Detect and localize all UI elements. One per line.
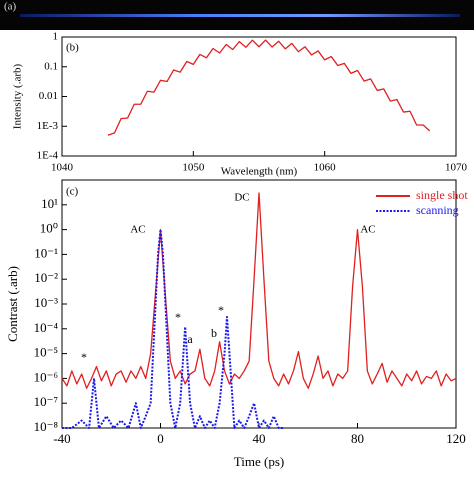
x-tick-label: 1050	[182, 162, 205, 174]
y-tick-label: 1E-3	[37, 120, 59, 132]
x-tick-label: -40	[53, 431, 70, 446]
annotation: *	[218, 303, 224, 317]
y-tick-label: 10⁻¹	[34, 245, 58, 260]
y-tick-label: 10⁻³	[34, 295, 58, 310]
panel-label: (c)	[66, 186, 79, 198]
y-tick-label: 10⁻⁴	[34, 320, 59, 335]
plot-frame	[61, 179, 457, 429]
y-tick-label: 10⁻⁵	[34, 345, 58, 360]
x-tick-label: 1060	[314, 162, 337, 174]
annotation: DC	[234, 192, 249, 204]
x-tick-label: 1070	[445, 162, 468, 174]
y-tick-label: 10⁻⁷	[34, 394, 58, 409]
x-axis-label: Time (ps)	[234, 454, 284, 469]
panel-label: (b)	[66, 42, 79, 54]
y-tick-label: 0.1	[44, 60, 58, 72]
y-tick-label: 1E-4	[37, 150, 59, 162]
plot-frame	[61, 36, 457, 157]
legend-label: single shot	[416, 188, 468, 202]
annotation: AC	[130, 224, 145, 236]
annotation: b	[211, 326, 217, 340]
x-tick-label: 80	[351, 431, 364, 446]
y-tick-label: 0.01	[39, 90, 58, 102]
y-tick-label: 10¹	[41, 196, 58, 211]
y-tick-label: 10⁻²	[34, 270, 58, 285]
annotation: a	[187, 332, 193, 346]
x-tick-label: 1040	[51, 162, 74, 174]
x-tick-label: 40	[253, 431, 266, 446]
y-tick-label: 10⁻⁸	[34, 419, 59, 434]
data-line	[107, 39, 431, 136]
y-tick-label: 10⁰	[40, 221, 58, 236]
x-tick-label: 120	[446, 431, 466, 446]
beam-trace	[20, 14, 460, 17]
y-tick-label: 10⁻⁶	[34, 369, 58, 384]
annotation: *	[175, 310, 181, 324]
data-line	[61, 192, 457, 389]
data-line	[62, 228, 284, 429]
x-axis-label: Wavelength (nm)	[221, 166, 298, 178]
panel-label: (a)	[4, 1, 17, 13]
x-tick-label: 0	[157, 431, 164, 446]
y-axis-label: Intensity (.arb)	[12, 63, 24, 129]
annotation: AC	[360, 224, 375, 236]
legend-label: scanning	[416, 203, 459, 217]
annotation: *	[81, 350, 87, 364]
y-axis-label: Contrast (.arb)	[5, 266, 20, 342]
y-tick-label: 1	[53, 31, 59, 43]
